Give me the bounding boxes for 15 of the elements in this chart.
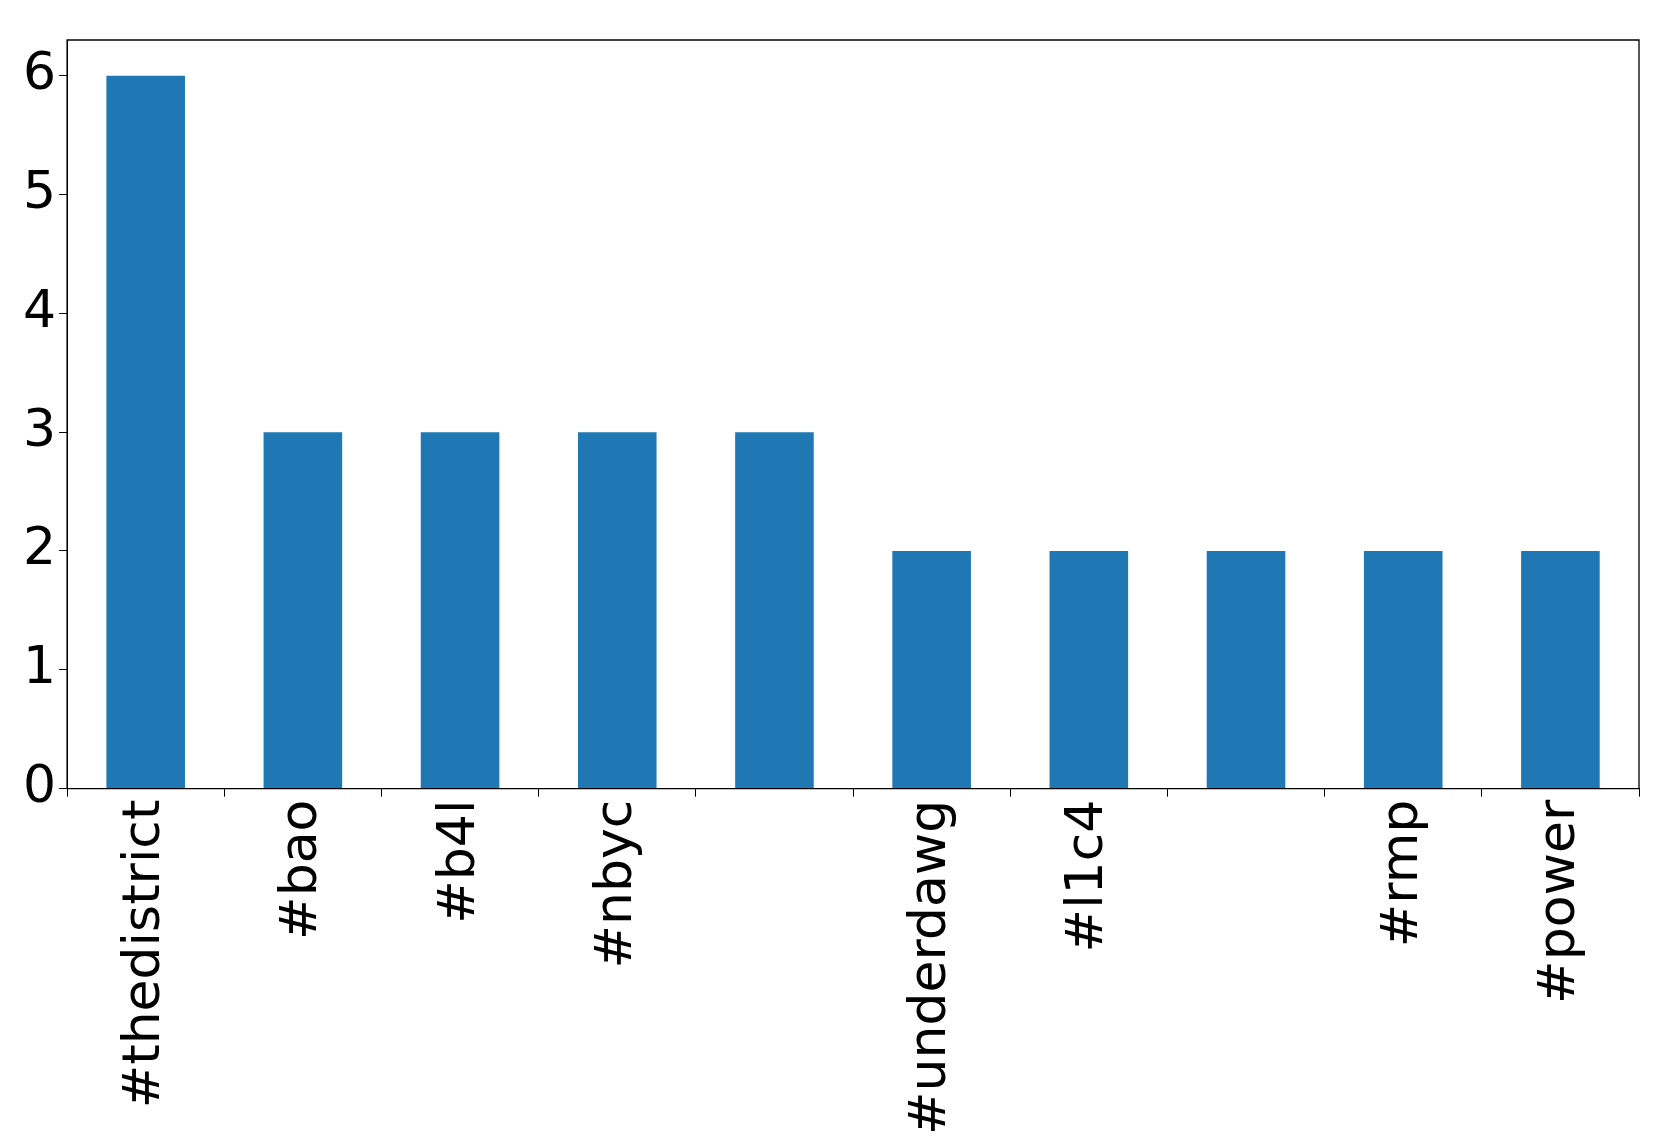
- y-tick-label: 5: [22, 160, 57, 220]
- y-tick-label: 6: [22, 41, 57, 102]
- x-tick-label: #l1c4: [1054, 799, 1115, 953]
- x-tick-label: #rmp: [1368, 799, 1429, 948]
- y-tick-label: 3: [22, 397, 57, 458]
- x-tick-label: #thedistrict: [111, 799, 172, 1109]
- y-tick-label: 0: [22, 754, 57, 815]
- x-tick-label: #power: [1525, 799, 1586, 1004]
- y-tick-label: 1: [22, 635, 57, 696]
- y-tick-label: 4: [22, 278, 57, 339]
- x-tick-label: #underdawg: [897, 799, 958, 1135]
- x-tick-label: #b4l: [425, 799, 486, 924]
- x-tick-label: #bao: [268, 799, 329, 940]
- x-tick-label: #nbyc: [582, 799, 643, 969]
- y-tick-label: 2: [22, 516, 57, 577]
